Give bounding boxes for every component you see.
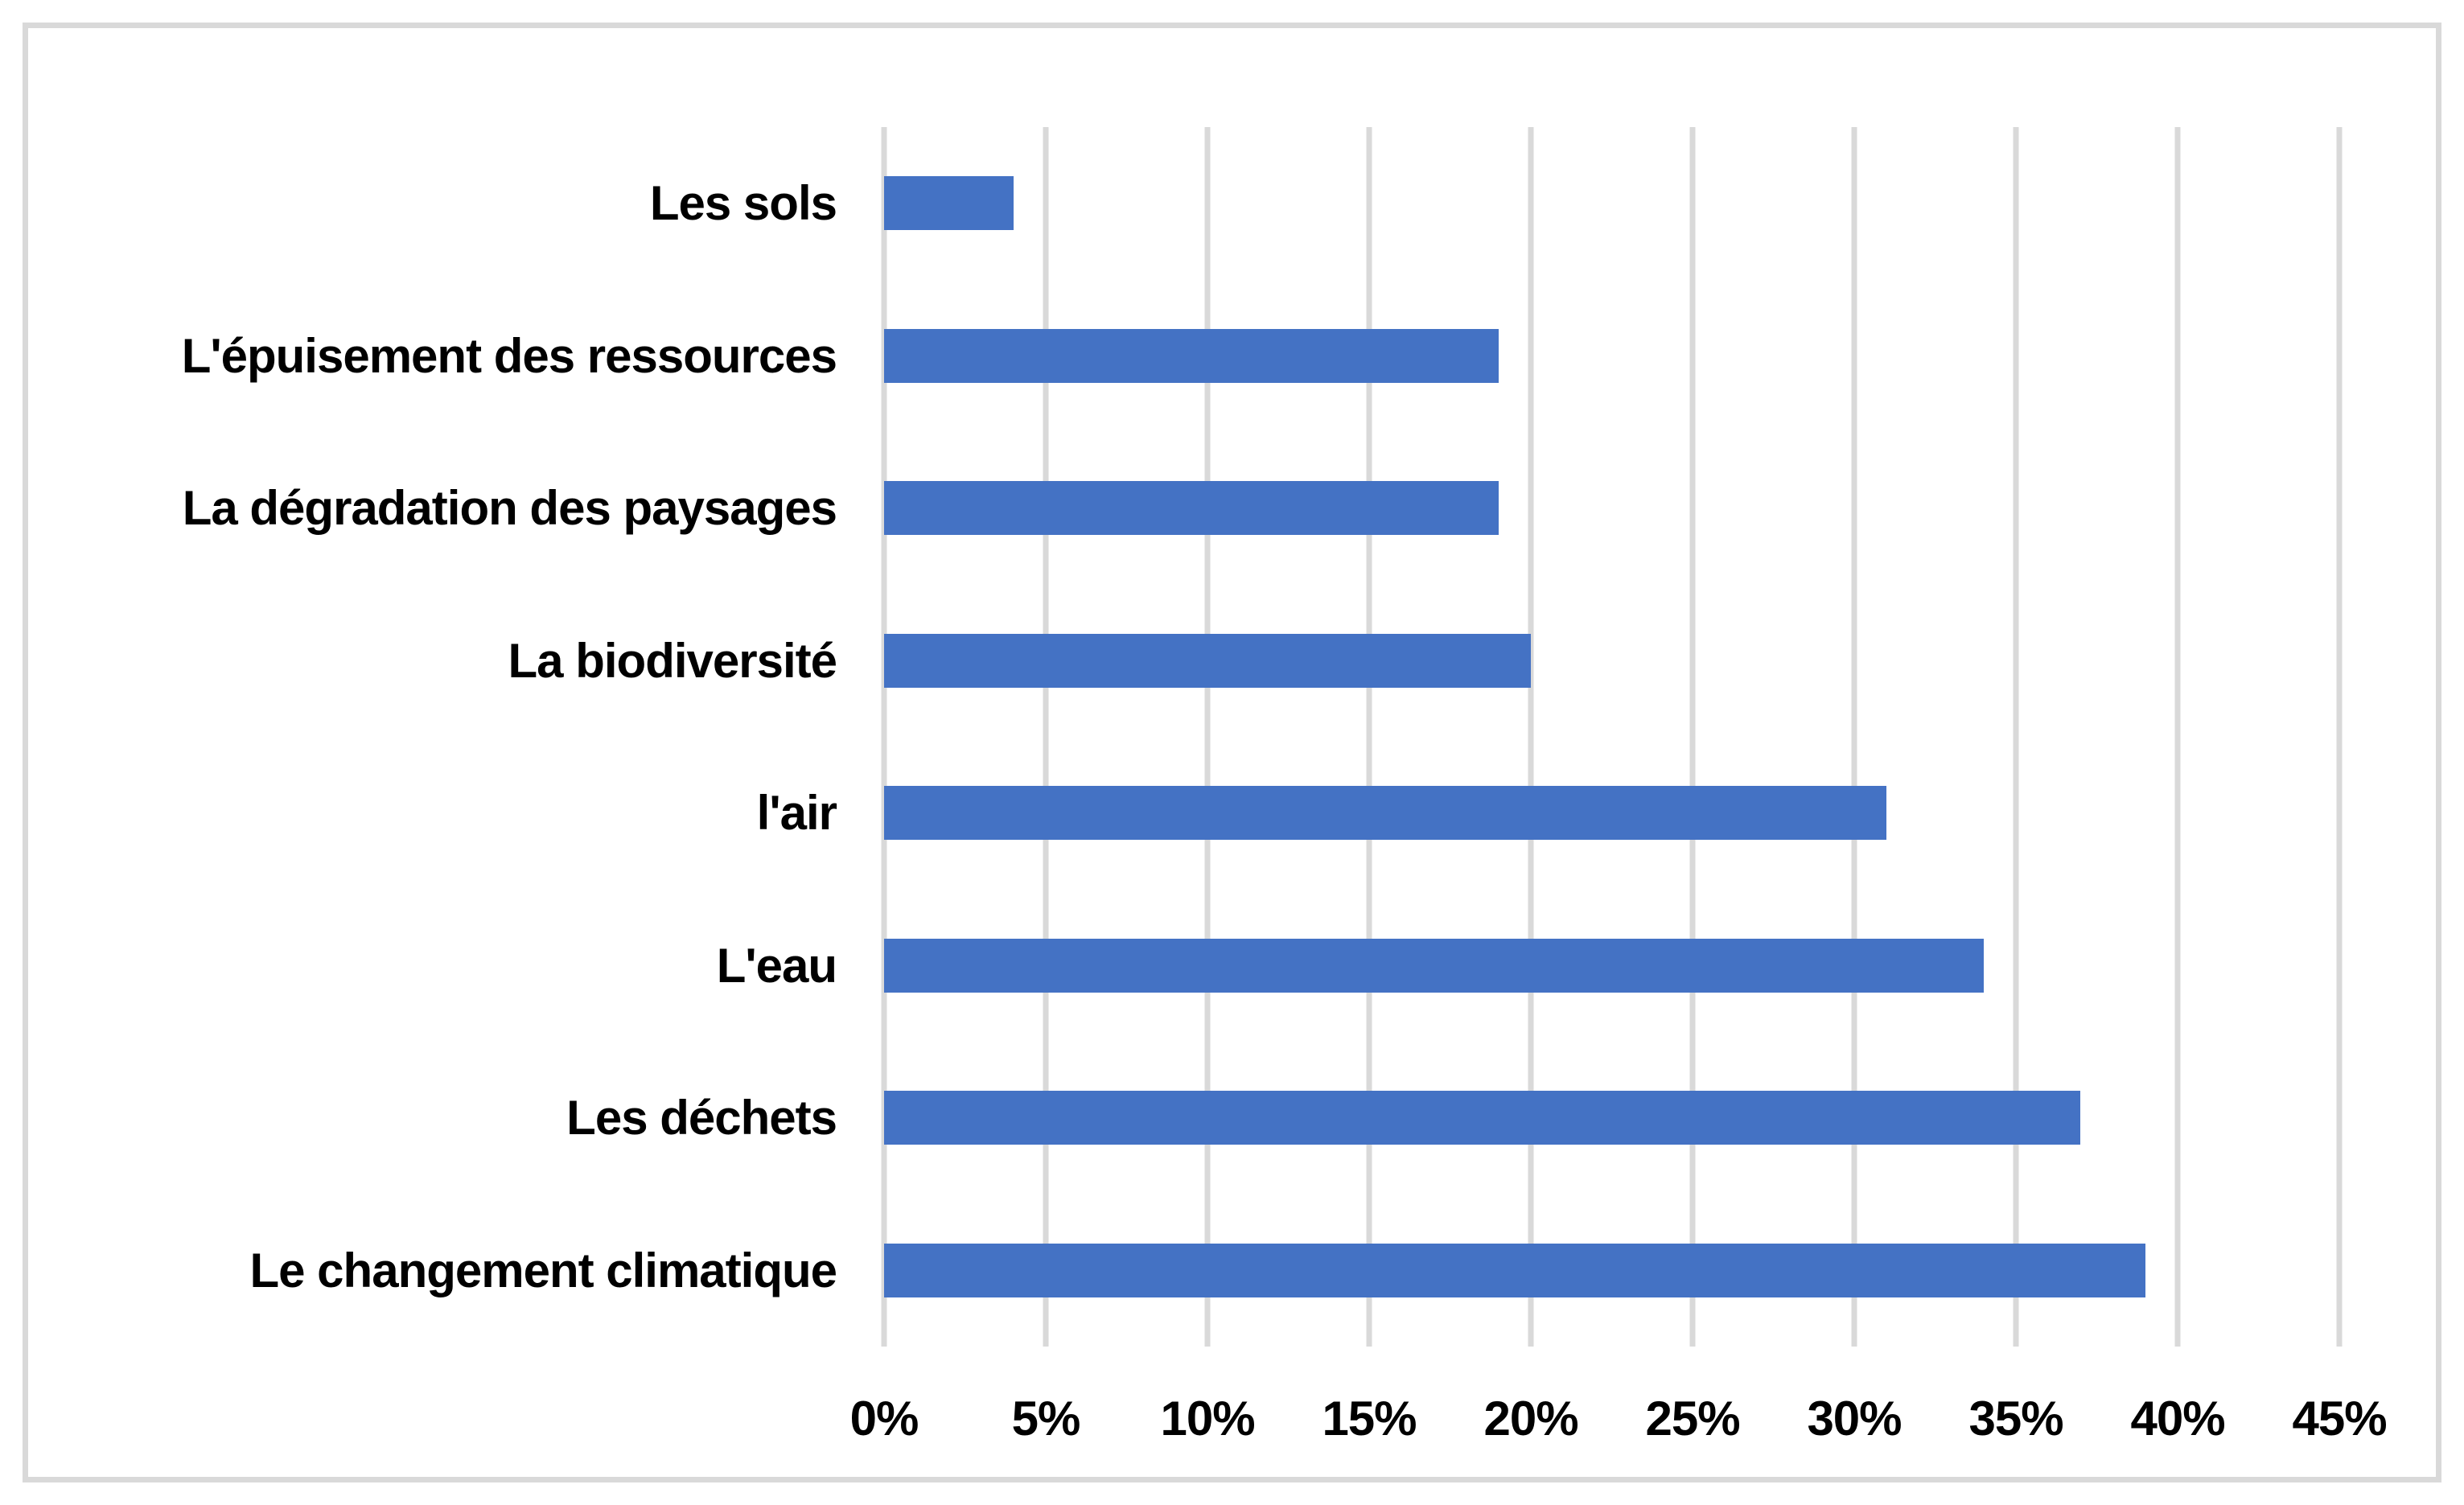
x-tick-label: 20% — [1483, 1392, 1578, 1445]
bar-la-biodiversite — [884, 633, 1531, 688]
chart-frame: Les sols L'épuisement des ressources La dé… — [23, 23, 2441, 1482]
category-axis: Les sols L'épuisement des ressources La dé… — [28, 127, 837, 1347]
bar-row — [884, 127, 2339, 280]
bar-les-dechets — [884, 1091, 2081, 1145]
x-tick-label: 5% — [1011, 1392, 1081, 1445]
category-label-les-sols: Les sols — [649, 176, 837, 231]
category-label-l-epuisement-des-ressources: L'épuisement des ressources — [181, 328, 837, 383]
gridline — [1689, 127, 1696, 1347]
bar-l-air — [884, 786, 1887, 841]
gridline — [881, 127, 887, 1347]
gridline — [1528, 127, 1534, 1347]
gridline — [2174, 127, 2181, 1347]
x-tick-label: 15% — [1322, 1392, 1417, 1445]
bar-l-epuisement-des-ressources — [884, 328, 1499, 383]
x-tick-label: 0% — [849, 1392, 919, 1445]
gridline — [2336, 127, 2343, 1347]
gridline — [2013, 127, 2019, 1347]
bar-row — [884, 585, 2339, 738]
bar-row — [884, 1042, 2339, 1195]
bar-le-changement-climatique — [884, 1243, 2145, 1297]
category-label-l-air: l'air — [756, 786, 837, 841]
x-tick-label: 40% — [2130, 1392, 2225, 1445]
x-tick-label: 45% — [2292, 1392, 2387, 1445]
bar-row — [884, 432, 2339, 585]
gridline — [1043, 127, 1049, 1347]
x-tick-label: 25% — [1645, 1392, 1740, 1445]
bar-les-sols — [884, 176, 1014, 231]
bar-row — [884, 737, 2339, 890]
bar-row — [884, 280, 2339, 433]
category-label-l-eau: L'eau — [716, 938, 837, 993]
gridline — [1204, 127, 1211, 1347]
gridline — [1851, 127, 1857, 1347]
category-label-la-biodiversite: La biodiversité — [508, 633, 837, 688]
category-label-les-dechets: Les déchets — [566, 1091, 837, 1145]
category-label-la-degradation-des-paysages: La dégradation des paysages — [182, 481, 837, 536]
bar-la-degradation-des-paysages — [884, 481, 1499, 536]
plot-area — [881, 127, 2343, 1347]
x-tick-label: 30% — [1807, 1392, 1902, 1445]
x-tick-label: 10% — [1160, 1392, 1255, 1445]
bar-row — [884, 1195, 2339, 1347]
category-label-le-changement-climatique: Le changement climatique — [249, 1243, 837, 1297]
value-axis: 0% 5% 10% 15% 20% 25% 30% 35% 40% 45% — [850, 1391, 2388, 1463]
bar-l-eau — [884, 938, 1984, 993]
gridline — [1366, 127, 1372, 1347]
x-tick-label: 35% — [1968, 1392, 2063, 1445]
bar-row — [884, 890, 2339, 1042]
